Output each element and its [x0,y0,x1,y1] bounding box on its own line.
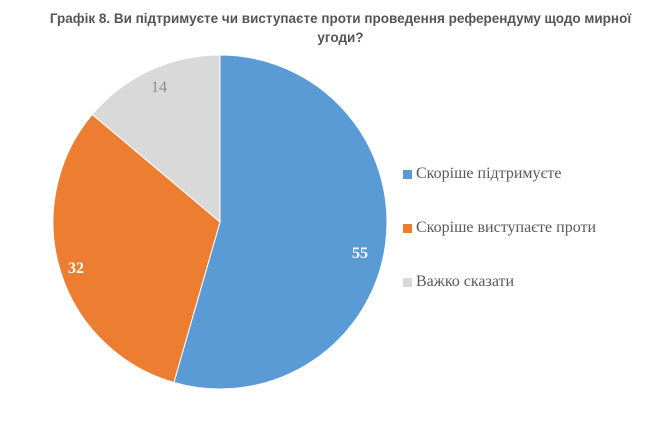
data-label-hard-to-say: 14 [151,79,167,96]
legend-swatch-blue [403,169,412,179]
legend-item-supportive: Скоріше підтримуєте [403,147,596,201]
chart-title-line1: Графік 8. Ви підтримуєте чи виступаєте п… [49,11,632,26]
legend-label: Важко сказати [416,273,515,290]
data-label-supportive: 55 [352,245,368,262]
pie-slice-supportive [173,54,388,390]
chart-legend: Скоріше підтримуєте Скоріше виступаєте п… [403,147,596,309]
pie-slices [52,54,388,390]
legend-item-hard-to-say: Важко сказати [403,255,596,309]
legend-swatch-gray [403,277,412,287]
legend-label: Скоріше виступаєте проти [416,219,597,236]
legend-label: Скоріше підтримуєте [416,165,562,182]
data-label-opposing: 32 [68,260,84,277]
legend-item-opposing: Скоріше виступаєте проти [403,201,596,255]
chart-title: Графік 8. Ви підтримуєте чи виступаєте п… [0,9,671,47]
chart-title-line2: угоди? [317,30,364,45]
pie-slice-opposing [52,113,221,384]
legend-swatch-orange [403,223,412,233]
pie-slice-hard-to-say [91,54,221,224]
